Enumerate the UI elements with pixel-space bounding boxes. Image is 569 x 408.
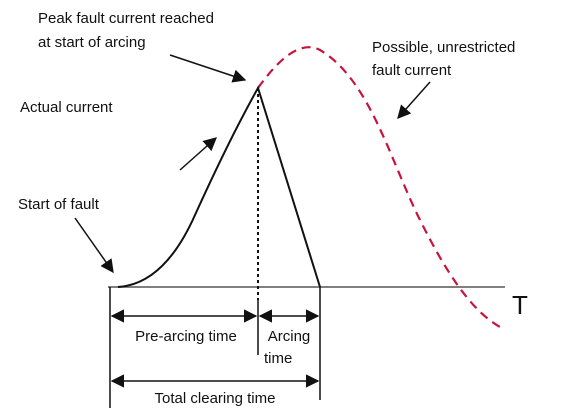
label: Arcing xyxy=(268,328,311,345)
actual-curve xyxy=(117,85,321,288)
label: fault current xyxy=(372,62,452,79)
label: Start of fault xyxy=(18,196,100,213)
label: Peak fault current reached xyxy=(38,10,214,27)
label: Possible, unrestricted xyxy=(372,39,515,56)
label: Pre-arcing time xyxy=(135,328,237,345)
pointer xyxy=(397,81,431,120)
axis-label: T xyxy=(512,290,528,320)
unrestricted-curve xyxy=(257,46,501,328)
label: Actual current xyxy=(20,99,113,116)
pointer xyxy=(74,217,114,274)
label: Total clearing time xyxy=(155,390,276,407)
label: time xyxy=(264,350,292,367)
pointer xyxy=(169,54,247,83)
label: at start of arcing xyxy=(38,34,146,51)
pointer xyxy=(179,137,218,171)
